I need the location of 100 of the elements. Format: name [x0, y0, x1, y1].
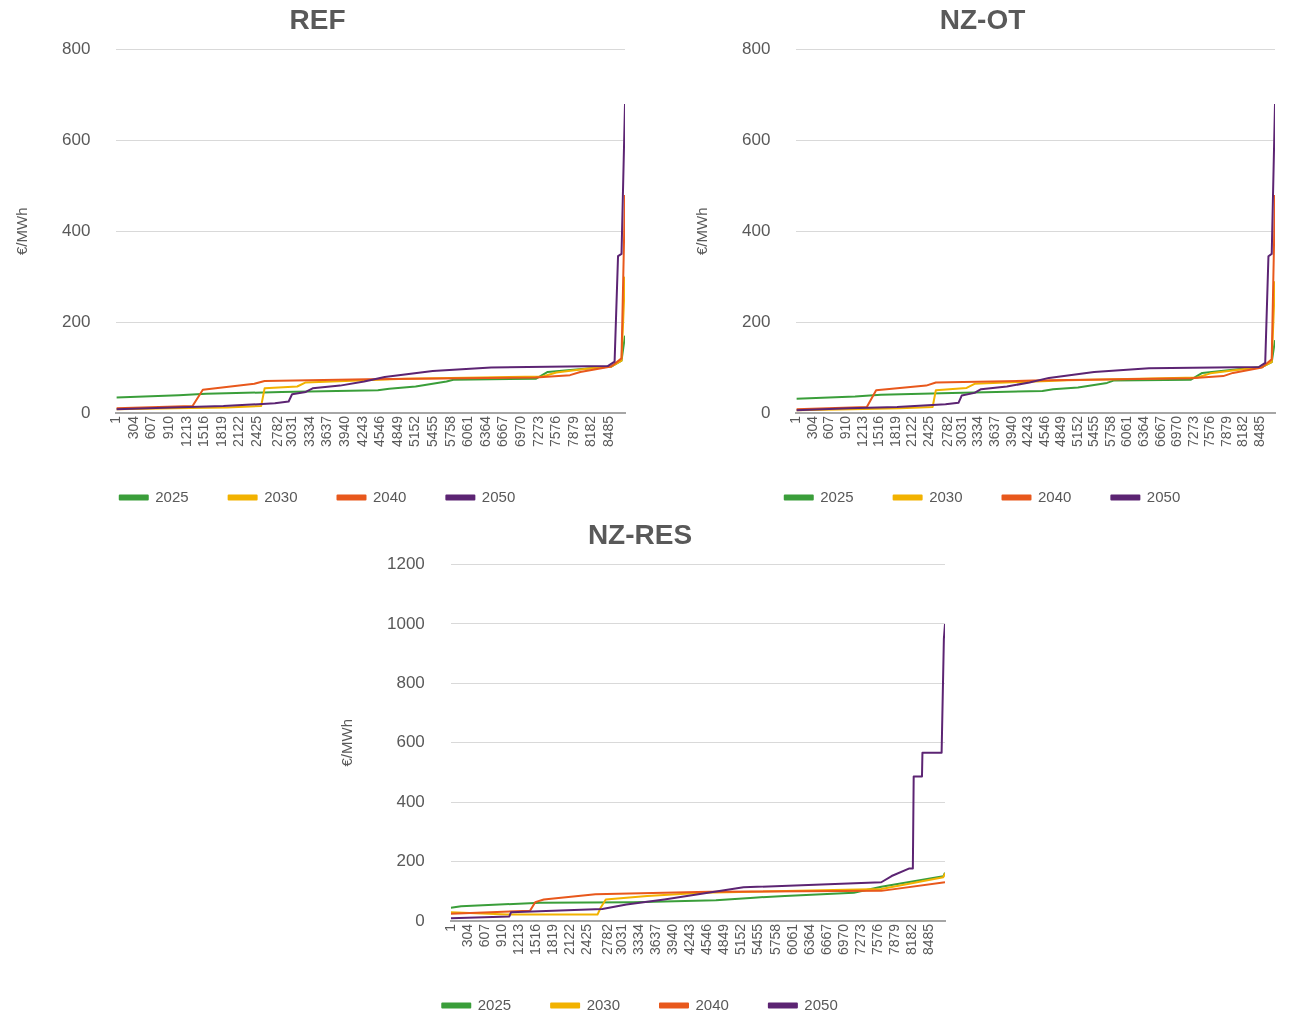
legend-label: 2040 [695, 995, 729, 1013]
x-tick-label: 607 [820, 415, 837, 440]
y-tick-label: 200 [396, 851, 425, 871]
x-tick-label: 8182 [903, 923, 920, 956]
x-tick-label: 910 [493, 923, 510, 948]
x-tick-label: 4546 [1035, 415, 1052, 448]
y-tick-label: 600 [61, 130, 91, 150]
legend-label: 2025 [820, 487, 854, 505]
x-tick-label: 304 [124, 415, 141, 440]
x-tick-label: 2425 [248, 415, 265, 448]
legend-label: 2030 [929, 487, 963, 505]
y-tick-label: 0 [760, 402, 771, 422]
x-tick-label: 1 [107, 415, 124, 424]
legend-label: 2050 [481, 487, 516, 505]
x-tick-label: 1213 [853, 415, 870, 448]
x-tick-label: 2122 [903, 415, 920, 448]
x-tick-label: 1 [441, 923, 458, 932]
x-tick-label: 5455 [423, 415, 440, 448]
x-tick-label: 7879 [564, 415, 581, 448]
x-tick-label: 7273 [851, 923, 868, 956]
x-tick-label: 1819 [212, 415, 229, 448]
y-axis-title: €/MWh [13, 207, 31, 255]
x-tick-label: 6061 [783, 923, 800, 956]
x-tick-label: 5758 [441, 415, 458, 448]
y-tick-label: 0 [80, 402, 91, 422]
x-tick-label: 3334 [969, 415, 986, 448]
y-tick-label: 800 [61, 39, 91, 59]
legend-label: 2025 [155, 487, 189, 505]
x-tick-label: 1213 [177, 415, 194, 448]
x-tick-label: 3940 [1002, 415, 1019, 448]
x-tick-label: 3334 [300, 415, 317, 448]
y-tick-label: 200 [741, 311, 771, 331]
x-tick-label: 8485 [1250, 415, 1267, 448]
x-tick-label: 3940 [335, 415, 352, 448]
y-tick-label: 400 [61, 220, 91, 240]
x-tick-label: 3031 [612, 923, 629, 956]
x-tick-label: 4243 [353, 415, 370, 448]
x-tick-label: 4243 [1019, 415, 1036, 448]
x-tick-label: 5152 [406, 415, 423, 448]
x-tick-label: 1516 [195, 415, 212, 448]
x-tick-label: 8182 [1234, 415, 1251, 448]
y-tick-label: 1000 [386, 613, 425, 633]
x-tick-label: 6970 [834, 923, 851, 956]
legend-label: 2025 [477, 995, 512, 1013]
x-tick-label: 5152 [1068, 415, 1085, 448]
x-tick-label: 6364 [476, 415, 493, 448]
legend-label: 2040 [1038, 487, 1072, 505]
x-tick-label: 8485 [920, 923, 937, 956]
legend-label: 2040 [373, 487, 407, 505]
x-tick-label: 5152 [732, 923, 749, 956]
x-tick-label: 7273 [1184, 415, 1201, 448]
x-tick-label: 4546 [698, 923, 715, 956]
x-tick-label: 5758 [1101, 415, 1118, 448]
x-tick-label: 4849 [715, 923, 732, 956]
x-tick-label: 6061 [459, 415, 476, 448]
x-tick-label: 2122 [230, 415, 247, 448]
x-tick-label: 7576 [869, 923, 886, 956]
x-tick-label: 3637 [318, 415, 335, 448]
x-tick-label: 7879 [886, 923, 903, 956]
x-tick-label: 6970 [511, 415, 528, 448]
x-tick-label: 7273 [529, 415, 546, 448]
x-tick-label: 5455 [1085, 415, 1102, 448]
y-axis-title: €/MWh [338, 718, 356, 767]
y-tick-label: 400 [741, 220, 771, 240]
x-tick-label: 6364 [1134, 415, 1151, 448]
x-tick-label: 6970 [1168, 415, 1185, 448]
x-tick-label: 2425 [578, 923, 595, 956]
x-tick-label: 3334 [629, 923, 646, 956]
chart-title: NZ-OT [939, 3, 1026, 35]
x-tick-label: 304 [803, 415, 820, 440]
x-tick-label: 4243 [681, 923, 698, 956]
x-tick-label: 1516 [870, 415, 887, 448]
x-tick-label: 8485 [599, 415, 616, 448]
chart-title: NZ-RES [587, 518, 693, 550]
x-tick-label: 2425 [919, 415, 936, 448]
x-tick-label: 1 [787, 415, 804, 424]
x-tick-label: 1516 [527, 923, 544, 956]
y-tick-label: 0 [415, 910, 425, 930]
x-tick-label: 3637 [646, 923, 663, 956]
x-tick-label: 4849 [388, 415, 405, 448]
x-tick-label: 2122 [561, 923, 578, 956]
x-tick-label: 7576 [547, 415, 564, 448]
x-tick-label: 3031 [283, 415, 300, 448]
x-tick-label: 5758 [766, 923, 783, 956]
x-tick-label: 8182 [582, 415, 599, 448]
y-tick-label: 600 [741, 130, 771, 150]
x-tick-label: 1819 [886, 415, 903, 448]
x-tick-label: 6061 [1118, 415, 1135, 448]
legend-label: 2050 [1146, 487, 1181, 505]
x-tick-label: 5455 [749, 923, 766, 956]
x-tick-label: 1213 [510, 923, 527, 956]
legend-label: 2030 [586, 995, 621, 1013]
x-tick-label: 6667 [817, 923, 834, 956]
x-tick-label: 6364 [800, 923, 817, 956]
x-tick-label: 7879 [1217, 415, 1234, 448]
y-tick-label: 600 [396, 732, 425, 752]
y-tick-label: 800 [396, 673, 425, 693]
x-tick-label: 4849 [1052, 415, 1069, 448]
x-tick-label: 2782 [268, 415, 285, 448]
x-tick-label: 3637 [985, 415, 1002, 448]
